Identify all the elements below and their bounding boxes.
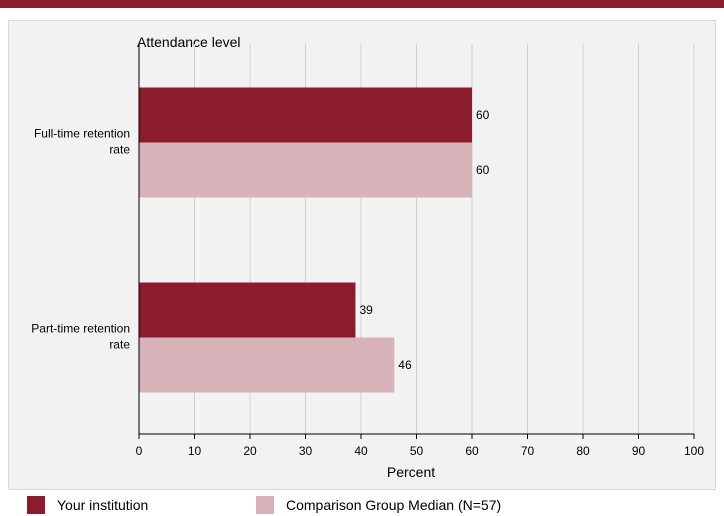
- x-tick-label-60: 60: [465, 444, 479, 458]
- x-tick-label-10: 10: [188, 444, 202, 458]
- x-tick-label-20: 20: [243, 444, 257, 458]
- legend: Your institution Comparison Group Median…: [0, 495, 724, 516]
- legend-label-comparison-group: Comparison Group Median (N=57): [286, 497, 502, 513]
- bars: [139, 87, 472, 393]
- legend-label-your-institution: Your institution: [57, 497, 149, 513]
- data-label-full-time-retention-rate-series-0: 60: [476, 108, 490, 122]
- bar-part-time-retention-rate-series-1: [139, 337, 395, 393]
- x-tick-label-40: 40: [354, 444, 368, 458]
- bar-part-time-retention-rate-series-0: [139, 282, 356, 338]
- data-label-full-time-retention-rate-series-1: 60: [476, 163, 490, 177]
- x-axis: 0 10 20 30 40 50 60 70 80 90 100: [136, 44, 704, 458]
- x-tick-label-80: 80: [576, 444, 590, 458]
- x-tick-label-0: 0: [136, 444, 143, 458]
- data-label-part-time-retention-rate-series-1: 46: [398, 358, 412, 372]
- top-accent-bar: [0, 0, 724, 8]
- legend-swatch-your-institution: [27, 496, 45, 514]
- category-labels: Full-time retention rate Part-time retenti…: [31, 127, 130, 352]
- bar-full-time-retention-rate-series-0: [139, 87, 472, 143]
- legend-item-your-institution: Your institution: [27, 495, 148, 515]
- data-label-part-time-retention-rate-series-0: 39: [359, 303, 373, 317]
- bar-full-time-retention-rate-series-1: [139, 142, 472, 198]
- chart-title: Attendance level: [137, 34, 241, 50]
- bar-chart: Attendance level 60 60 39 46 Full-time rete…: [31, 34, 704, 480]
- x-tick-label-90: 90: [632, 444, 646, 458]
- x-tick-label-50: 50: [410, 444, 424, 458]
- chart-panel: Attendance level 60 60 39 46 Full-time rete…: [8, 20, 716, 490]
- data-labels: 60 60 39 46: [359, 108, 489, 372]
- x-tick-label-100: 100: [684, 444, 704, 458]
- legend-swatch-comparison-group: [256, 496, 274, 514]
- category-label-part-time-retention-rate: Part-time retention rate: [31, 322, 130, 352]
- x-tick-label-30: 30: [299, 444, 313, 458]
- legend-item-comparison-group: Comparison Group Median (N=57): [256, 495, 501, 515]
- x-axis-title: Percent: [387, 464, 435, 480]
- category-label-full-time-retention-rate: Full-time retention rate: [34, 127, 130, 157]
- x-tick-label-70: 70: [521, 444, 535, 458]
